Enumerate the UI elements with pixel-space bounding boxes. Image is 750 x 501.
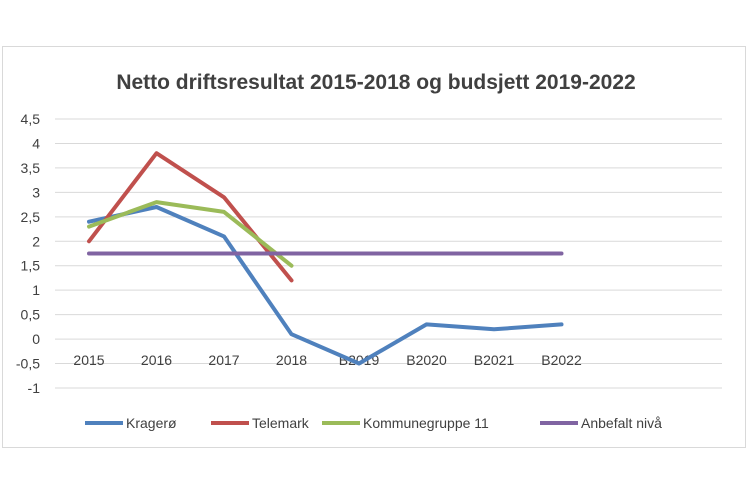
y-tick-label: 4 [32,135,40,151]
series-line-kommunegruppe-11 [87,200,294,268]
x-tick-label: 2018 [276,352,307,368]
x-tick-label: 2015 [73,352,104,368]
y-tick-label: 1 [32,282,40,298]
x-tick-label: B2021 [474,352,515,368]
y-tick-label: 0 [32,331,40,347]
y-tick-label: 3 [32,184,40,200]
x-axis-ticks: 2015 2016 2017 2018 B2019 B2020 B2021 B2022 [73,352,582,368]
y-tick-label: 0,5 [21,307,41,323]
series-lines [87,151,564,366]
legend-label: Kommunegruppe 11 [363,415,489,431]
y-tick-label: -1 [28,380,41,396]
y-tick-label: 1,5 [21,258,41,274]
x-tick-label: B2020 [406,352,447,368]
legend-label: Anbefalt nivå [581,415,662,431]
chart-title: Netto driftsresultat 2015-2018 og budsje… [116,71,635,94]
x-tick-label: 2016 [141,352,172,368]
y-tick-label: 2 [32,233,40,249]
legend: Kragerø Telemark Kommunegruppe 11 Anbefalt … [85,415,662,431]
legend-label: Telemark [252,415,310,431]
legend-label: Kragerø [126,415,177,431]
x-tick-label: 2017 [208,352,239,368]
y-tick-label: 4,5 [21,111,41,127]
series-line-krager [87,205,564,366]
x-tick-label: B2022 [541,352,582,368]
y-tick-label: -0,5 [16,356,40,372]
y-tick-label: 3,5 [21,160,41,176]
y-axis-ticks: 4,5 4 3,5 3 2,5 2 1,5 1 0,5 0 -0,5 -1 [16,111,40,396]
gridlines [55,118,722,389]
y-tick-label: 2,5 [21,209,41,225]
chart-frame [2,46,746,448]
